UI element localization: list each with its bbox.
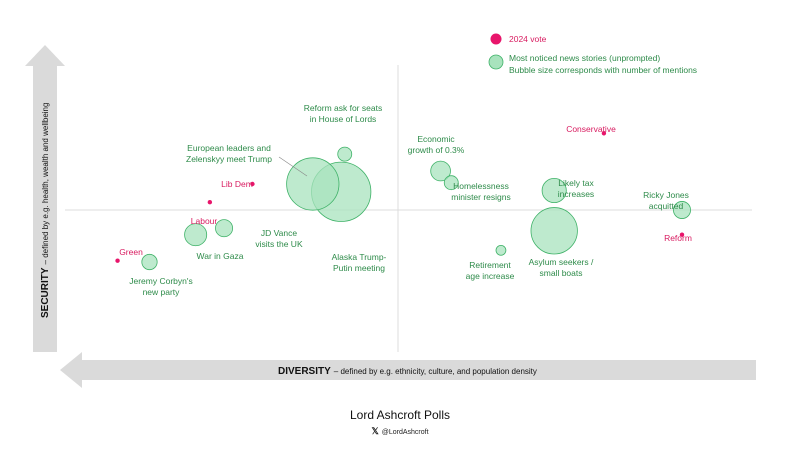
label-line: Labour [191, 216, 218, 226]
label-line: Putin meeting [333, 263, 385, 273]
axes-group: SECURITY – defined by e.g. health, wealth… [25, 45, 756, 388]
label-line: in House of Lords [310, 114, 377, 124]
story-bubble-homelessness-minister-resigns [443, 175, 459, 191]
legend-size-note: Bubble size corresponds with number of m… [509, 65, 697, 75]
legend-vote-dot [490, 33, 502, 45]
story-bubble-reform-ask-for-seats-in-house-of-lords [337, 146, 353, 162]
label-line: European leaders and [187, 143, 271, 153]
story-bubble-jd-vance-visits-the-uk [215, 219, 234, 238]
label-line: Ricky Jones [643, 190, 689, 200]
y-axis-label: SECURITY [40, 267, 51, 318]
story-bubble-likely-tax-increases [541, 177, 567, 204]
legend-vote-label: 2024 vote [509, 34, 547, 44]
label-line: War in Gaza [197, 251, 244, 261]
label-line: Likely tax [558, 178, 594, 188]
legend-bubble [488, 54, 504, 70]
legend-story-label: Most noticed news stories (unprompted) [509, 53, 660, 63]
label-line: Conservative [566, 124, 616, 134]
x-axis-note: – defined by e.g. ethnicity, culture, an… [334, 367, 537, 376]
label-likely-tax-increases: Likely tax increases [558, 178, 595, 199]
label-labour: Labour [191, 216, 218, 226]
label-line: acquitted [649, 201, 684, 211]
vote-dot-lib-dem [250, 181, 255, 187]
label-retirement-age-increase: Retirement age increase [466, 260, 515, 281]
label-line: Economic [417, 134, 455, 144]
label-reform-ask-for-seats-in-house-of-lords: Reform ask for seats in House of Lords [304, 103, 382, 124]
label-line: Jeremy Corbyn's [129, 276, 193, 286]
label-line: visits the UK [255, 239, 303, 249]
label-line: Reform [664, 233, 692, 243]
footer-handle: @LordAshcroft [381, 429, 429, 436]
x-axis-label: DIVERSITY [278, 366, 331, 377]
label-jd-vance-visits-the-uk: JD Vance visits the UK [255, 228, 303, 249]
y-axis-note: – defined by e.g. health, wealth and wel… [41, 103, 50, 265]
label-economic-growth-of-0-3: Economic growth of 0.3% [408, 134, 465, 155]
label-reform: Reform [664, 233, 692, 243]
security-arrow [25, 45, 65, 352]
vote-dot-reform [679, 232, 685, 237]
label-homelessness-minister-resigns: Homelessness minister resigns [451, 181, 511, 202]
footer-handle-row: 𝕏 @LordAshcroft [0, 426, 800, 437]
bubbles-group [115, 131, 691, 271]
label-line: Zelenskyy meet Trump [186, 154, 272, 164]
label-line: Homelessness [453, 181, 509, 191]
story-bubble-economic-growth-of-0-3 [430, 160, 451, 182]
vote-dot-labour [207, 200, 213, 205]
story-bubble-ricky-jones-acquitted [673, 201, 691, 219]
label-ricky-jones-acquitted: Ricky Jones acquitted [643, 190, 689, 211]
label-line: new party [143, 287, 181, 297]
story-bubble-jeremy-corbyn-s-new-party [141, 253, 158, 271]
label-line: Reform ask for seats [304, 103, 382, 113]
label-line: JD Vance [261, 228, 297, 238]
label-line: Lib Dem [221, 179, 253, 189]
label-asylum-seekers-small-boats: Asylum seekers / small boats [529, 257, 594, 278]
vote-dot-green [115, 258, 120, 263]
legend: 2024 vote Most noticed news stories (unpr… [488, 33, 697, 75]
x-axis-title: DIVERSITY – defined by e.g. ethnicity, cu… [278, 366, 537, 377]
label-line: increases [558, 189, 594, 199]
labels-group: Conservative Lib Dem Labour Green Reform Refo… [119, 103, 692, 297]
label-european-leaders-and-zelenskyy-meet-trump: European leaders and Zelenskyy meet Trump [186, 143, 272, 164]
vote-dot-conservative [601, 131, 607, 136]
x-logo-icon: 𝕏 [371, 426, 379, 436]
label-line: small boats [540, 268, 583, 278]
story-bubble-retirement-age-increase [495, 244, 507, 256]
label-green: Green [119, 247, 143, 257]
label-line: Alaska Trump- [332, 252, 387, 262]
label-line: Asylum seekers / [529, 257, 594, 267]
label-line: minister resigns [451, 192, 511, 202]
label-war-in-gaza: War in Gaza [197, 251, 244, 261]
story-bubble-european-leaders-and-zelenskyy-meet-trump [286, 157, 340, 211]
label-line: growth of 0.3% [408, 145, 465, 155]
diversity-arrow [60, 352, 756, 388]
label-line: Green [119, 247, 143, 257]
label-line: Retirement [469, 260, 511, 270]
leader-line [278, 156, 308, 177]
footer-title: Lord Ashcroft Polls [349, 408, 451, 422]
story-bubble-war-in-gaza [184, 223, 208, 247]
label-line: age increase [466, 271, 515, 281]
label-conservative: Conservative [566, 124, 616, 134]
label-jeremy-corbyn-s-new-party: Jeremy Corbyn's new party [129, 276, 193, 297]
story-bubble-asylum-seekers-small-boats [530, 207, 578, 255]
label-alaska-trump-putin-meeting: Alaska Trump-Putin meeting [332, 252, 387, 273]
label-lib-dem: Lib Dem [221, 179, 253, 189]
y-axis-title: SECURITY – defined by e.g. health, wealth… [40, 103, 51, 318]
